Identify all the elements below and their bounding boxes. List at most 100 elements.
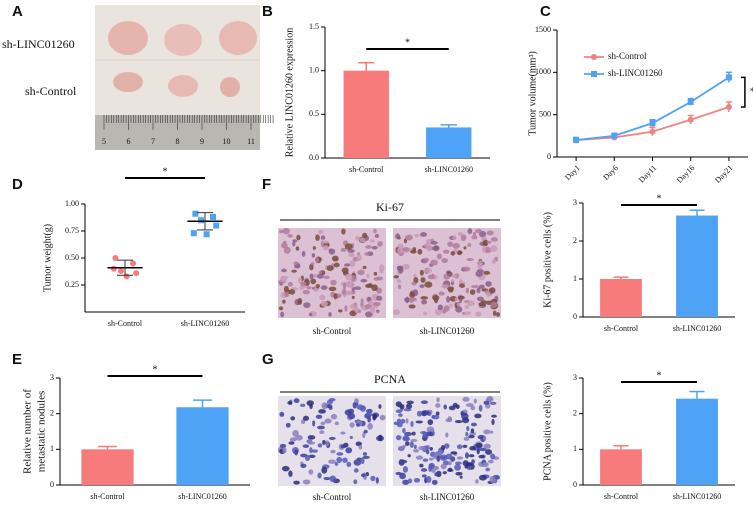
cell bbox=[360, 298, 364, 303]
cell bbox=[471, 235, 478, 240]
cell bbox=[279, 443, 287, 448]
cell bbox=[371, 284, 378, 292]
cell bbox=[331, 255, 339, 262]
cell bbox=[462, 444, 468, 449]
cell bbox=[402, 427, 406, 434]
cell bbox=[463, 436, 470, 441]
y-tick-label: 1000 bbox=[535, 67, 551, 76]
cell bbox=[295, 434, 303, 441]
cell bbox=[358, 445, 363, 450]
cell bbox=[434, 298, 439, 304]
cell bbox=[365, 303, 372, 310]
cell bbox=[328, 398, 336, 402]
legend-label: sh-Control bbox=[608, 51, 647, 61]
cell bbox=[293, 398, 300, 404]
cell bbox=[436, 397, 440, 403]
point bbox=[133, 270, 140, 277]
cell bbox=[491, 414, 497, 418]
cell bbox=[478, 260, 483, 267]
cell bbox=[415, 455, 424, 460]
cell bbox=[318, 409, 327, 414]
legend-label: sh-LINC01260 bbox=[608, 68, 663, 78]
cell bbox=[465, 452, 469, 459]
cell bbox=[397, 284, 402, 290]
cell bbox=[360, 457, 365, 465]
cell bbox=[424, 242, 432, 249]
cell bbox=[320, 421, 326, 426]
cell bbox=[428, 465, 433, 472]
y-tick-label: 1500 bbox=[535, 25, 551, 34]
cell bbox=[303, 302, 311, 308]
cell bbox=[338, 309, 343, 313]
cell bbox=[475, 442, 483, 449]
cell bbox=[451, 279, 455, 283]
cell bbox=[334, 421, 339, 426]
cell bbox=[287, 281, 293, 287]
cell bbox=[293, 261, 299, 266]
cell bbox=[371, 245, 378, 250]
cell bbox=[376, 309, 380, 313]
cell bbox=[409, 296, 414, 304]
cell bbox=[454, 420, 463, 424]
cell bbox=[496, 312, 500, 317]
cell bbox=[456, 456, 464, 460]
cell bbox=[328, 459, 336, 464]
point bbox=[725, 104, 732, 111]
cell bbox=[471, 284, 479, 289]
cell bbox=[455, 306, 463, 313]
cell bbox=[432, 294, 440, 301]
cell bbox=[460, 410, 464, 416]
y-tick-label: 500 bbox=[539, 109, 551, 118]
cell bbox=[280, 242, 288, 249]
cell bbox=[452, 242, 460, 249]
cell bbox=[478, 284, 485, 289]
cell bbox=[437, 304, 443, 311]
cell bbox=[441, 258, 448, 264]
significance-mark: * bbox=[657, 193, 662, 204]
cell bbox=[345, 290, 353, 296]
cell bbox=[393, 275, 400, 279]
cell bbox=[442, 471, 447, 475]
cell bbox=[436, 253, 442, 260]
cell bbox=[299, 403, 306, 407]
bar bbox=[676, 398, 718, 485]
cell bbox=[345, 447, 353, 454]
cell bbox=[490, 453, 496, 460]
cell bbox=[283, 246, 291, 254]
point bbox=[573, 137, 580, 144]
cell bbox=[362, 431, 366, 439]
cell bbox=[456, 444, 463, 450]
cell bbox=[353, 479, 358, 485]
cell bbox=[393, 309, 401, 316]
y-axis-label: metastatic nodules bbox=[36, 391, 48, 473]
y-tick-label: 3 bbox=[573, 198, 577, 207]
cell bbox=[307, 435, 316, 440]
cell bbox=[424, 281, 433, 288]
cell bbox=[478, 301, 487, 307]
cell bbox=[449, 303, 453, 308]
cell bbox=[403, 408, 412, 412]
x-tick-label: sh-Control bbox=[604, 324, 639, 333]
cell bbox=[442, 308, 447, 314]
cell bbox=[361, 473, 366, 478]
cell bbox=[321, 240, 330, 244]
cell bbox=[373, 271, 378, 276]
cell bbox=[328, 436, 336, 440]
tumor-photo bbox=[95, 5, 260, 150]
cell bbox=[288, 288, 296, 295]
cell bbox=[372, 413, 378, 420]
cell bbox=[486, 290, 491, 298]
cell bbox=[291, 269, 297, 273]
cell bbox=[421, 410, 430, 416]
cell bbox=[469, 289, 476, 295]
cell bbox=[448, 461, 452, 466]
cell bbox=[447, 272, 452, 276]
cell bbox=[464, 464, 469, 469]
cell bbox=[378, 404, 382, 409]
cell bbox=[373, 302, 381, 307]
y-tick-label: 1.0 bbox=[309, 65, 319, 74]
cell bbox=[333, 293, 338, 300]
cell bbox=[397, 265, 403, 269]
ruler-number: 9 bbox=[200, 137, 204, 146]
cell bbox=[414, 234, 420, 238]
